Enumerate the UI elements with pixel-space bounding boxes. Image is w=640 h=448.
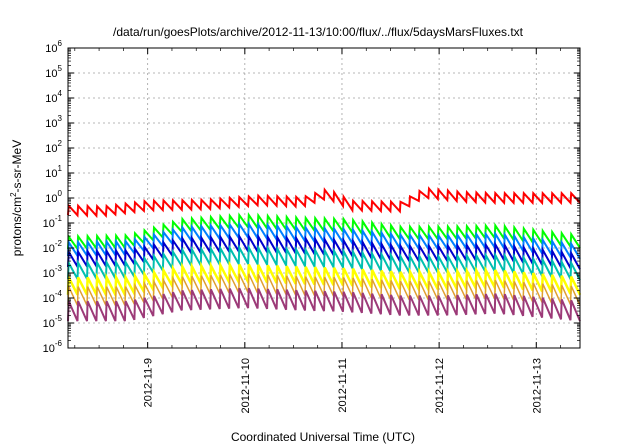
x-axis-label: Coordinated Universal Time (UTC) — [231, 430, 415, 444]
y-tick-label: 104 — [45, 89, 62, 105]
y-axis-label-rest: -s-sr-MeV — [10, 140, 24, 193]
x-tick-label: 2012-11-13 — [531, 358, 543, 413]
y-tick-label: 10-1 — [43, 214, 63, 230]
y-axis-label-exponent: 2 — [9, 192, 18, 197]
y-tick-label: 103 — [45, 114, 62, 130]
x-tick-label: 2012-11-9 — [143, 358, 155, 407]
y-tick-label: 106 — [45, 39, 62, 55]
y-tick-label: 102 — [45, 139, 62, 155]
y-tick-label: 101 — [45, 164, 62, 180]
x-tick-label: 2012-11-11 — [337, 358, 349, 413]
y-tick-label: 10-2 — [43, 239, 63, 255]
series-layer — [66, 186, 582, 322]
y-tick-label: 10-5 — [43, 314, 63, 330]
y-tick-label: 105 — [45, 64, 62, 80]
y-axis: 10-6 10-5 10-4 10-3 10-2 10-1 100 101 102 103 104 1… — [43, 39, 580, 355]
series-line-8 — [67, 287, 581, 322]
y-tick-label: 10-4 — [43, 289, 63, 305]
y-tick-label: 10-3 — [43, 264, 63, 280]
x-tick-label: 2012-11-12 — [434, 358, 446, 413]
y-tick-label: 100 — [45, 189, 62, 205]
chart-title: /data/run/goesPlots/archive/2012-11-13/1… — [113, 25, 524, 39]
series-line-1 — [67, 186, 581, 219]
x-axis: 2012-11-9 2012-11-10 2012-11-11 2012-11-12 2… — [74, 48, 561, 413]
y-axis-label-unit: protons/cm — [10, 197, 24, 256]
y-tick-label: 10-6 — [43, 339, 63, 355]
x-tick-label: 2012-11-10 — [240, 358, 252, 413]
y-axis-label: protons/cm2-s-sr-MeV — [9, 140, 24, 256]
